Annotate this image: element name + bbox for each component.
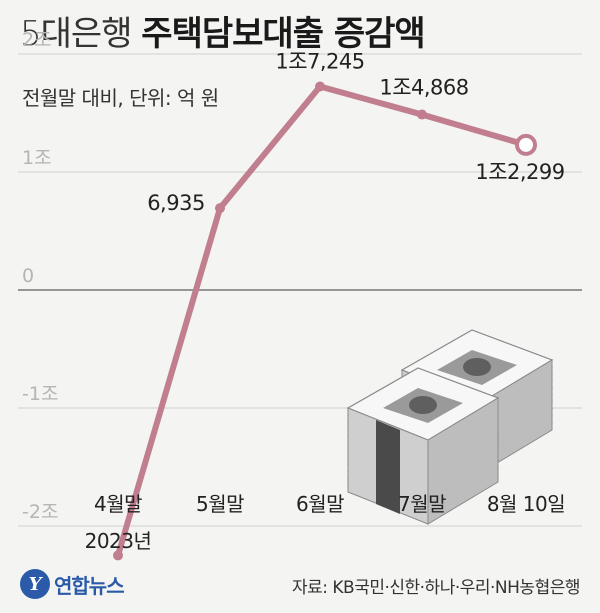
x-tick-label: 4월말 (94, 492, 142, 516)
y-tick-label: 1조 (22, 147, 52, 169)
footer: Y 연합뉴스 자료: KB국민·신한·하나·우리·NH농협은행 (0, 565, 600, 613)
data-point (113, 550, 123, 561)
x-tick-label: 8월 10일 (487, 492, 565, 516)
data-point (417, 109, 427, 120)
x-tick-label: 5월말 (196, 492, 244, 516)
data-point (515, 133, 537, 156)
x-tick-sublabel: 2023년 (85, 529, 152, 553)
y-tick-labels: 2조 1조 0 -1조 -2조 (22, 29, 58, 523)
y-tick-label: -2조 (22, 501, 58, 523)
yonhap-logo: Y 연합뉴스 (20, 569, 125, 599)
logo-text: 연합뉴스 (54, 573, 125, 598)
money-stack-icon (346, 329, 554, 525)
title-light: 5대은행 (20, 14, 132, 54)
chart-title: 5대은행 주택담보대출 증감액 (20, 12, 426, 56)
chart-subtitle: 전월말 대비, 단위: 억 원 (22, 86, 219, 110)
x-tick-labels: 4월말 2023년 5월말 6월말 7월말 8월 10일 (85, 492, 566, 553)
y-tick-label: -1조 (22, 383, 58, 405)
data-point (215, 203, 225, 214)
data-label: 6,935 (147, 191, 205, 215)
data-label: 1조7,245 (275, 50, 364, 74)
x-tick-label: 6월말 (296, 492, 344, 516)
x-tick-label: 7월말 (398, 492, 446, 516)
data-label: 1조4,868 (379, 76, 468, 100)
data-point (315, 81, 325, 92)
y-tick-label: 2조 (22, 29, 52, 51)
title-bold: 주택담보대출 증감액 (141, 14, 425, 54)
source-note: 자료: KB국민·신한·하나·우리·NH농협은행 (291, 578, 581, 598)
data-label: 1조2,299 (475, 160, 564, 184)
y-tick-label: 0 (22, 265, 34, 287)
logo-mark-icon: Y (20, 569, 50, 599)
data-points (113, 81, 537, 561)
